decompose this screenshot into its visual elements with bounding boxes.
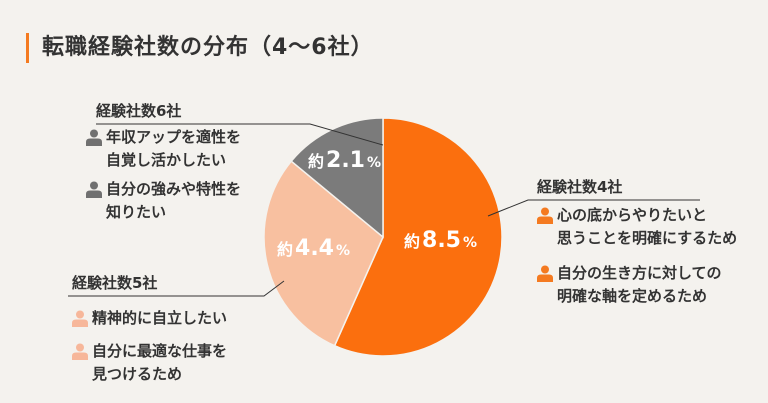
chart-title: 転職経験社数の分布（4〜6社） [42,35,374,60]
reason-line: 自覚し活かしたい [106,151,227,169]
person-icon [86,129,102,146]
leader-line-5 [68,280,285,297]
leader-line-6 [96,123,384,146]
reason-line: 自分に最適な仕事を [92,342,228,360]
reason-line: 自分の生き方に対しての [557,264,722,282]
person-icon [86,181,102,198]
reason-line: 自分の強みや特性を [106,180,242,198]
group-label-6: 経験社数6社 [96,102,182,120]
reason-line: 明確な軸を定めるため [557,287,708,305]
reason-6-2: 自分の強みや特性を 知りたい [86,178,241,224]
group-label-5: 経験社数5社 [72,274,158,292]
reason-line: 知りたい [106,203,167,221]
person-icon [72,343,88,360]
leader-line-4 [487,199,700,217]
person-icon [537,265,553,282]
slice-label-5: 約 4.4% [277,236,351,261]
reason-line: 年収アップを適性を [106,128,242,146]
reason-6-1: 年収アップを適性を 自覚し活かしたい [86,126,241,172]
reason-5-1: 精神的に自立したい [72,307,227,330]
slice-label-4: 約 8.5% [404,228,478,253]
person-icon [72,310,88,327]
pie-slice-5 [263,160,384,347]
title-accent-bar [26,33,29,63]
reason-line: 見つけるため [92,365,183,383]
reason-line: 精神的に自立したい [92,309,228,327]
group-label-4: 経験社数4社 [537,178,623,196]
reason-line: 心の底からやりたいと [557,206,708,224]
pie-slice-4 [333,117,503,357]
reason-4-2: 自分の生き方に対しての 明確な軸を定めるため [537,262,722,308]
person-icon [537,207,553,224]
reason-5-2: 自分に最適な仕事を 見つけるため [72,340,227,386]
reason-4-1: 心の底からやりたいと 思うことを明確にするため [537,204,737,250]
pie-slice-6 [290,117,384,239]
slice-label-6: 約 2.1% [308,148,382,173]
reason-line: 思うことを明確にするため [557,229,738,247]
